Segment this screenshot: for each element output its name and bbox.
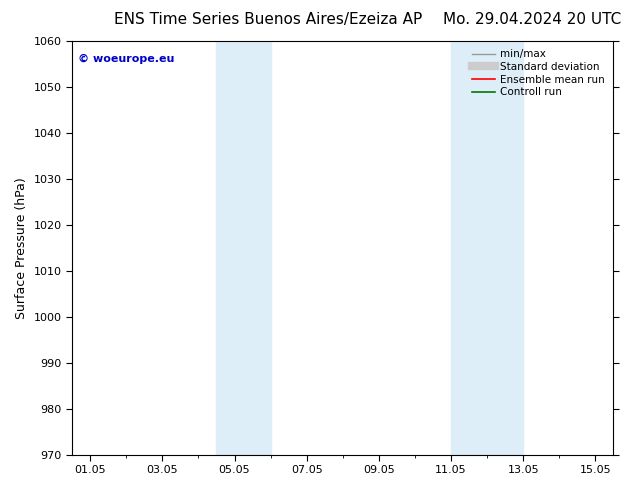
Text: © woeurope.eu: © woeurope.eu — [77, 53, 174, 64]
Y-axis label: Surface Pressure (hPa): Surface Pressure (hPa) — [15, 177, 28, 318]
Text: Mo. 29.04.2024 20 UTC: Mo. 29.04.2024 20 UTC — [443, 12, 621, 27]
Bar — [216, 41, 271, 455]
Text: ENS Time Series Buenos Aires/Ezeiza AP: ENS Time Series Buenos Aires/Ezeiza AP — [114, 12, 422, 27]
Bar — [451, 41, 523, 455]
Legend: min/max, Standard deviation, Ensemble mean run, Controll run: min/max, Standard deviation, Ensemble me… — [469, 46, 608, 100]
